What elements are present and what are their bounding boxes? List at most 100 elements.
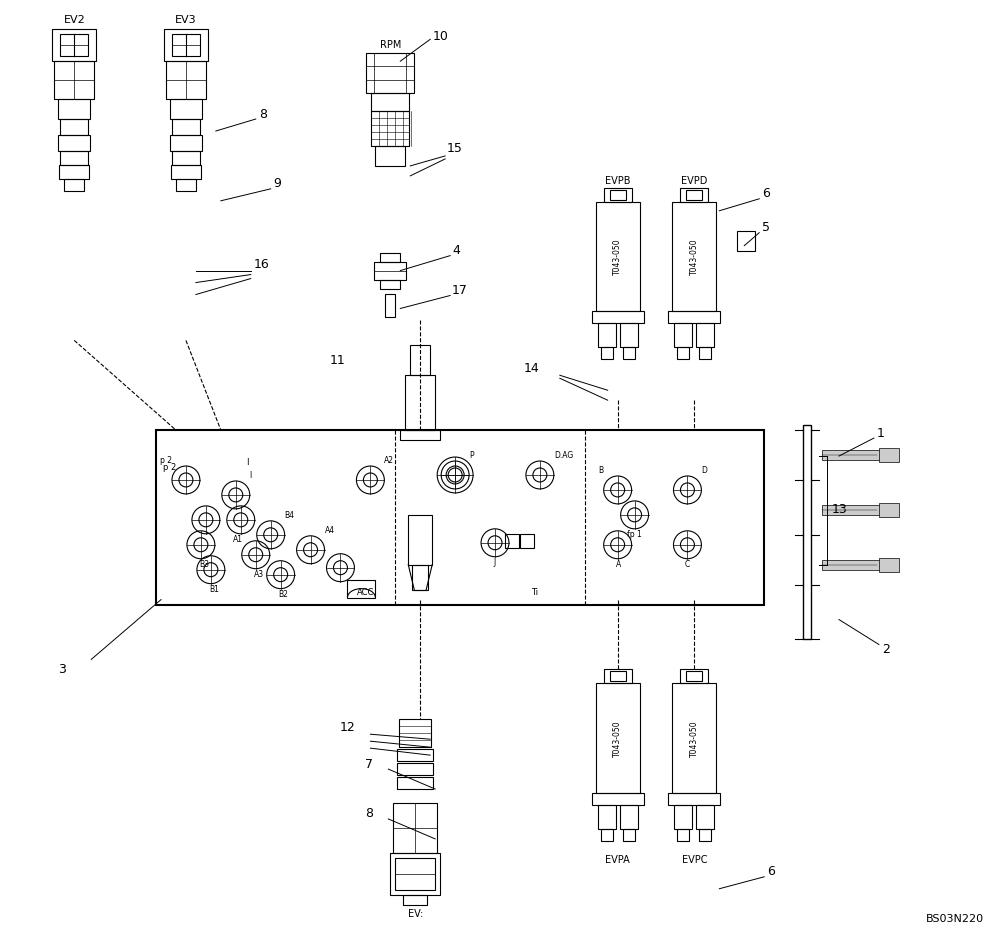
Bar: [156, 431, 764, 605]
Bar: [596, 202, 640, 312]
Text: p 2: p 2: [160, 456, 172, 465]
Bar: [623, 829, 635, 841]
Bar: [680, 188, 708, 202]
Bar: [668, 793, 720, 805]
Bar: [610, 190, 626, 199]
Bar: [598, 324, 616, 347]
Text: B4: B4: [285, 511, 295, 519]
Bar: [699, 347, 711, 359]
Text: B3: B3: [199, 560, 209, 569]
Text: B2: B2: [279, 590, 289, 599]
Text: 1: 1: [877, 427, 885, 440]
Bar: [410, 345, 430, 375]
Bar: [592, 793, 644, 805]
Text: EVPC: EVPC: [682, 855, 707, 865]
Bar: [879, 448, 899, 462]
Text: A4: A4: [325, 526, 335, 534]
Text: ACC: ACC: [357, 588, 374, 596]
Bar: [674, 324, 692, 347]
Bar: [60, 119, 88, 135]
Text: T043-050: T043-050: [613, 239, 622, 275]
Bar: [737, 230, 755, 251]
Text: 8: 8: [365, 808, 373, 821]
Text: T043-050: T043-050: [690, 239, 699, 275]
Bar: [60, 35, 88, 56]
Text: EVPD: EVPD: [681, 176, 708, 186]
Bar: [170, 99, 202, 119]
Text: I: I: [250, 471, 252, 480]
Bar: [696, 324, 714, 347]
Bar: [620, 805, 638, 829]
Text: 6: 6: [767, 865, 775, 878]
Bar: [620, 324, 638, 347]
Bar: [610, 671, 626, 681]
Bar: [164, 29, 208, 61]
Bar: [520, 534, 534, 548]
Text: A1: A1: [233, 534, 243, 544]
Bar: [397, 749, 433, 761]
Bar: [680, 669, 708, 683]
Text: EV2: EV2: [63, 15, 85, 25]
Text: fp 1: fp 1: [627, 530, 642, 539]
Bar: [60, 151, 88, 165]
Text: I: I: [246, 458, 248, 466]
Bar: [371, 93, 409, 111]
Text: 12: 12: [340, 721, 355, 734]
Bar: [686, 671, 702, 681]
Text: D.AG: D.AG: [554, 451, 573, 460]
Bar: [395, 857, 435, 890]
Bar: [59, 165, 89, 179]
Text: B1: B1: [209, 585, 219, 593]
Text: 4: 4: [452, 244, 460, 257]
Bar: [677, 347, 689, 359]
Text: 14: 14: [524, 362, 540, 374]
Bar: [64, 179, 84, 191]
Bar: [52, 29, 96, 61]
Bar: [803, 425, 811, 639]
Bar: [385, 294, 395, 317]
Text: 3: 3: [58, 663, 66, 676]
Text: BS03N220: BS03N220: [925, 914, 984, 924]
Bar: [668, 312, 720, 324]
Bar: [696, 805, 714, 829]
Bar: [347, 579, 375, 597]
Bar: [399, 719, 431, 747]
Bar: [58, 99, 90, 119]
Bar: [393, 803, 437, 853]
Bar: [672, 683, 716, 793]
Bar: [674, 805, 692, 829]
Bar: [505, 534, 519, 548]
Text: T043-050: T043-050: [690, 720, 699, 756]
Bar: [699, 829, 711, 841]
Bar: [879, 558, 899, 572]
Bar: [390, 853, 440, 895]
Bar: [172, 35, 200, 56]
Text: 8: 8: [259, 108, 267, 121]
Bar: [375, 146, 405, 166]
Bar: [172, 119, 200, 135]
Bar: [403, 895, 427, 905]
Bar: [171, 165, 201, 179]
Text: C: C: [684, 560, 689, 569]
Bar: [405, 375, 435, 431]
Bar: [596, 683, 640, 793]
Bar: [604, 188, 632, 202]
Bar: [371, 111, 409, 146]
Bar: [601, 347, 613, 359]
Bar: [604, 669, 632, 683]
Bar: [400, 431, 440, 440]
Text: RPM: RPM: [380, 40, 401, 51]
Bar: [592, 312, 644, 324]
Text: 9: 9: [274, 177, 282, 190]
Bar: [879, 503, 899, 517]
Text: EVPB: EVPB: [605, 176, 630, 186]
Bar: [623, 347, 635, 359]
Text: 10: 10: [432, 30, 448, 43]
Bar: [598, 805, 616, 829]
Bar: [170, 135, 202, 151]
Text: p 2: p 2: [163, 463, 176, 473]
Text: A: A: [616, 560, 621, 569]
Text: EV3: EV3: [175, 15, 197, 25]
Bar: [58, 135, 90, 151]
Text: 13: 13: [832, 504, 848, 517]
